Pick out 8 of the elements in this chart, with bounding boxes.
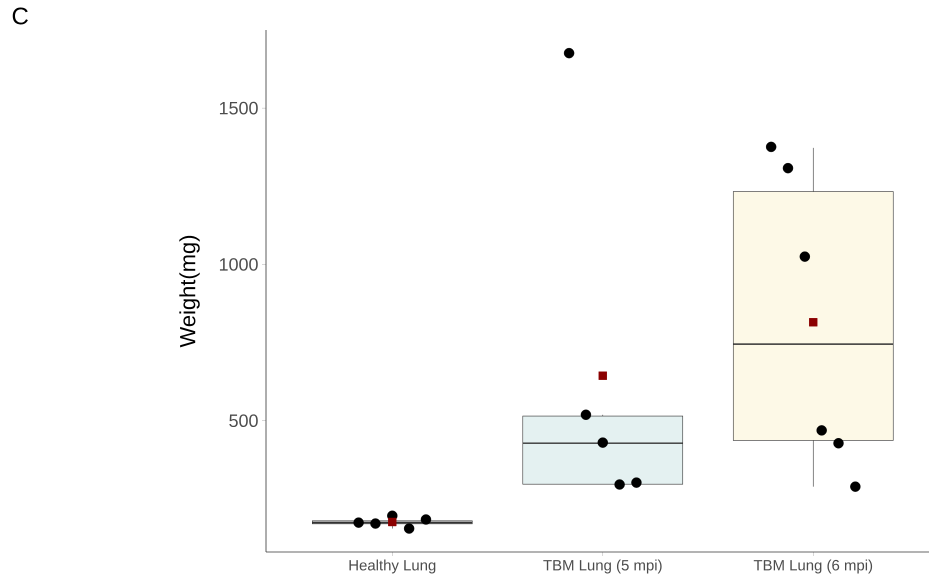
y-tick-label: 500: [229, 414, 258, 428]
x-tick-label: TBM Lung (6 mpi): [754, 560, 872, 574]
y-tick-label: 1000: [220, 258, 258, 271]
text: C: [12, 8, 28, 24]
y-axis-title: Weight(mg): [179, 236, 200, 348]
y-tick-label: 1500: [220, 102, 258, 114]
x-tick-label: Healthy Lung: [349, 560, 436, 574]
x-tick-label: TBM Lung (5 mpi): [543, 560, 662, 574]
